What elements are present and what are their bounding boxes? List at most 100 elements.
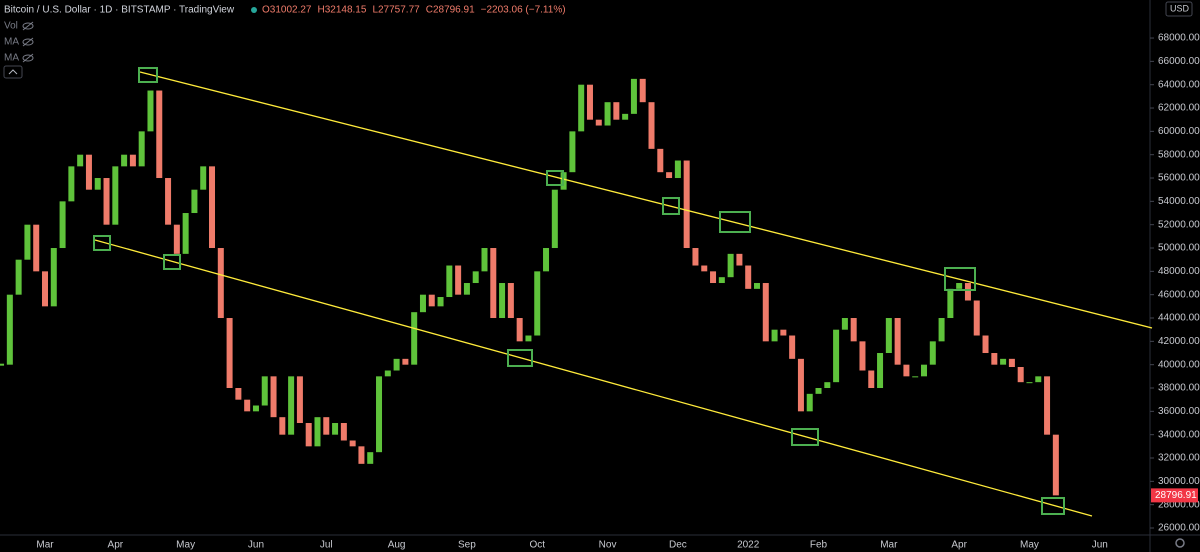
candle xyxy=(639,78,646,103)
upper-trend-line xyxy=(139,71,1153,329)
ohlc-value: O31002.27 xyxy=(262,5,312,16)
candle xyxy=(50,248,57,307)
candle xyxy=(929,341,936,365)
eye-slash xyxy=(22,53,34,63)
y-tick-label: 46000.00 xyxy=(1158,289,1200,300)
last-price-box xyxy=(1151,488,1198,503)
touch-box xyxy=(719,211,751,233)
x-tick-label: Apr xyxy=(951,540,967,551)
y-tick-label: 32000.00 xyxy=(1158,453,1200,464)
candle xyxy=(94,178,101,190)
candle xyxy=(103,178,110,225)
candle xyxy=(314,417,321,447)
candle xyxy=(903,364,910,377)
candle xyxy=(850,318,857,342)
candle xyxy=(1000,358,1007,365)
candle xyxy=(578,84,585,132)
y-tick-label: 50000.00 xyxy=(1158,243,1200,254)
candle xyxy=(437,297,444,307)
y-tick-label: 68000.00 xyxy=(1158,33,1200,44)
x-tick-label: Aug xyxy=(388,540,406,551)
candle xyxy=(736,253,743,266)
collapse-button[interactable] xyxy=(3,65,23,79)
candle xyxy=(428,294,435,307)
candle xyxy=(446,265,453,298)
candle xyxy=(217,248,224,319)
y-tick-label: 48000.00 xyxy=(1158,266,1200,277)
candle xyxy=(991,353,998,365)
y-tick-label: 36000.00 xyxy=(1158,406,1200,417)
candle xyxy=(982,335,989,354)
candle xyxy=(384,370,391,377)
candle xyxy=(419,294,426,313)
currency-button[interactable] xyxy=(1165,1,1193,17)
candle xyxy=(367,452,374,464)
candle xyxy=(235,388,242,400)
candle xyxy=(894,318,901,365)
eye-icon[interactable] xyxy=(22,22,34,30)
x-tick-label: Oct xyxy=(529,540,545,551)
candle xyxy=(472,271,479,284)
candle xyxy=(710,271,717,284)
candle xyxy=(296,376,303,424)
eye-icon[interactable] xyxy=(22,38,34,46)
ohlc-value: L27757.77 xyxy=(372,5,420,16)
candle xyxy=(543,248,550,272)
symbol-title: Bitcoin / U.S. Dollar · 1D · BITSTAMP · … xyxy=(4,5,235,16)
candle xyxy=(859,341,866,371)
settings-icon[interactable] xyxy=(1175,538,1185,548)
candle xyxy=(877,353,884,389)
candle xyxy=(1044,376,1051,435)
candle xyxy=(1008,358,1015,368)
x-tick-label: Mar xyxy=(36,540,54,551)
candle xyxy=(833,329,840,383)
eye-slash xyxy=(22,21,34,31)
ohlc-values: O31002.27 H32148.15 L27757.77 C28796.91 −220… xyxy=(262,5,566,16)
y-tick-label: 28000.00 xyxy=(1158,499,1200,510)
candle xyxy=(393,358,400,371)
y-tick-label: 26000.00 xyxy=(1158,523,1200,534)
candle xyxy=(138,131,145,167)
candle xyxy=(789,335,796,359)
candle xyxy=(226,318,233,389)
indicator-label[interactable]: MA xyxy=(4,53,19,64)
candle xyxy=(270,376,277,418)
lower-trend-line xyxy=(94,239,1093,517)
indicator-label[interactable]: Vol xyxy=(4,21,18,32)
candle xyxy=(147,90,154,132)
candle xyxy=(622,113,629,120)
candle xyxy=(323,417,330,435)
x-tick-label: Nov xyxy=(599,540,617,551)
candle xyxy=(77,154,84,167)
candle xyxy=(648,102,655,149)
y-tick-label: 66000.00 xyxy=(1158,56,1200,67)
touch-box xyxy=(546,170,564,186)
y-tick-label: 62000.00 xyxy=(1158,103,1200,114)
y-tick-label: 42000.00 xyxy=(1158,336,1200,347)
indicator-label[interactable]: MA xyxy=(4,37,19,48)
x-tick-label: Sep xyxy=(458,540,476,551)
y-tick-label: 34000.00 xyxy=(1158,429,1200,440)
candle xyxy=(33,224,40,272)
eye-icon[interactable] xyxy=(22,54,34,62)
candle xyxy=(701,265,708,272)
candle xyxy=(762,283,769,342)
candle xyxy=(358,446,365,464)
candle xyxy=(683,160,690,249)
touch-box xyxy=(507,349,533,367)
candle xyxy=(1017,367,1024,383)
candle xyxy=(279,417,286,435)
candle xyxy=(534,271,541,336)
candle xyxy=(964,283,971,301)
x-tick-label: Dec xyxy=(669,540,687,551)
candle xyxy=(657,148,664,173)
candle xyxy=(15,259,22,295)
candle xyxy=(780,329,787,336)
candle xyxy=(586,84,593,120)
candle xyxy=(182,213,189,254)
candle xyxy=(24,224,31,260)
candle xyxy=(753,283,760,289)
touch-box xyxy=(944,267,976,291)
candle xyxy=(718,277,725,284)
